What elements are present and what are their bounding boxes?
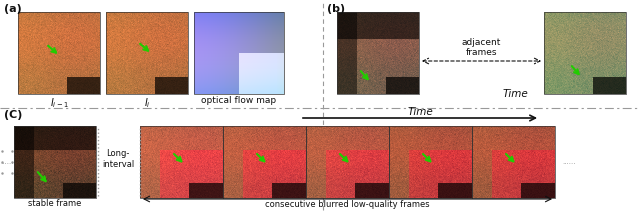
Text: (b): (b)	[327, 4, 345, 14]
Text: adjacent
frames: adjacent frames	[462, 38, 501, 57]
Text: stable frame: stable frame	[28, 199, 82, 208]
Text: consecutive blurred low-quality frames: consecutive blurred low-quality frames	[265, 200, 430, 209]
Bar	[140, 126, 223, 198]
Text: (C): (C)	[4, 110, 22, 120]
Bar	[18, 12, 100, 94]
Bar	[106, 12, 188, 94]
Text: Long-
interval: Long- interval	[102, 149, 134, 169]
Bar	[306, 126, 389, 198]
Bar	[14, 126, 96, 198]
Bar	[223, 126, 306, 198]
Bar	[544, 12, 626, 94]
Text: $I_{i-1}$: $I_{i-1}$	[50, 96, 68, 110]
Text: optical flow map: optical flow map	[202, 96, 276, 105]
Text: Time: Time	[502, 89, 529, 99]
Bar	[472, 126, 555, 198]
Bar	[337, 12, 419, 94]
Bar	[389, 126, 472, 198]
Text: ......: ......	[562, 159, 575, 165]
Bar	[194, 12, 284, 94]
Text: (a): (a)	[4, 4, 22, 14]
Text: $I_i$: $I_i$	[143, 96, 150, 110]
Text: ......: ......	[0, 159, 13, 165]
Text: Time: Time	[407, 107, 433, 117]
